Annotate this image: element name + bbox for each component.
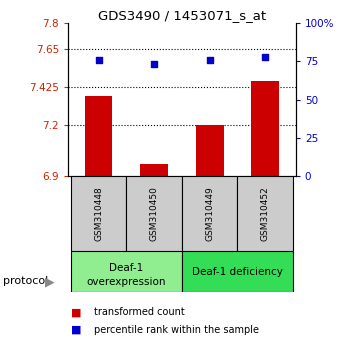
Bar [196, 125, 224, 176]
Text: GSM310452: GSM310452 [261, 186, 270, 241]
Text: Deaf-1 deficiency: Deaf-1 deficiency [192, 267, 283, 276]
Point [262, 54, 268, 59]
Bar [251, 81, 279, 176]
Text: ■: ■ [71, 307, 85, 317]
Text: GSM310450: GSM310450 [150, 186, 159, 241]
Bar [126, 176, 182, 251]
Text: protocol: protocol [3, 276, 49, 286]
Text: GSM310448: GSM310448 [94, 186, 103, 241]
Point [96, 57, 101, 63]
Text: GSM310449: GSM310449 [205, 186, 214, 241]
Bar [182, 251, 293, 292]
Title: GDS3490 / 1453071_s_at: GDS3490 / 1453071_s_at [98, 9, 266, 22]
Bar [237, 176, 293, 251]
Bar [71, 176, 126, 251]
Text: transformed count: transformed count [94, 307, 184, 317]
Text: ■: ■ [71, 325, 85, 335]
Text: percentile rank within the sample: percentile rank within the sample [94, 325, 258, 335]
Text: overexpression: overexpression [87, 277, 166, 287]
Point [207, 57, 212, 63]
Bar [140, 164, 168, 176]
Bar [182, 176, 237, 251]
Text: Deaf-1: Deaf-1 [109, 263, 143, 273]
Point [151, 62, 157, 67]
Text: ▶: ▶ [45, 275, 54, 288]
Bar [85, 96, 113, 176]
Bar [71, 251, 182, 292]
